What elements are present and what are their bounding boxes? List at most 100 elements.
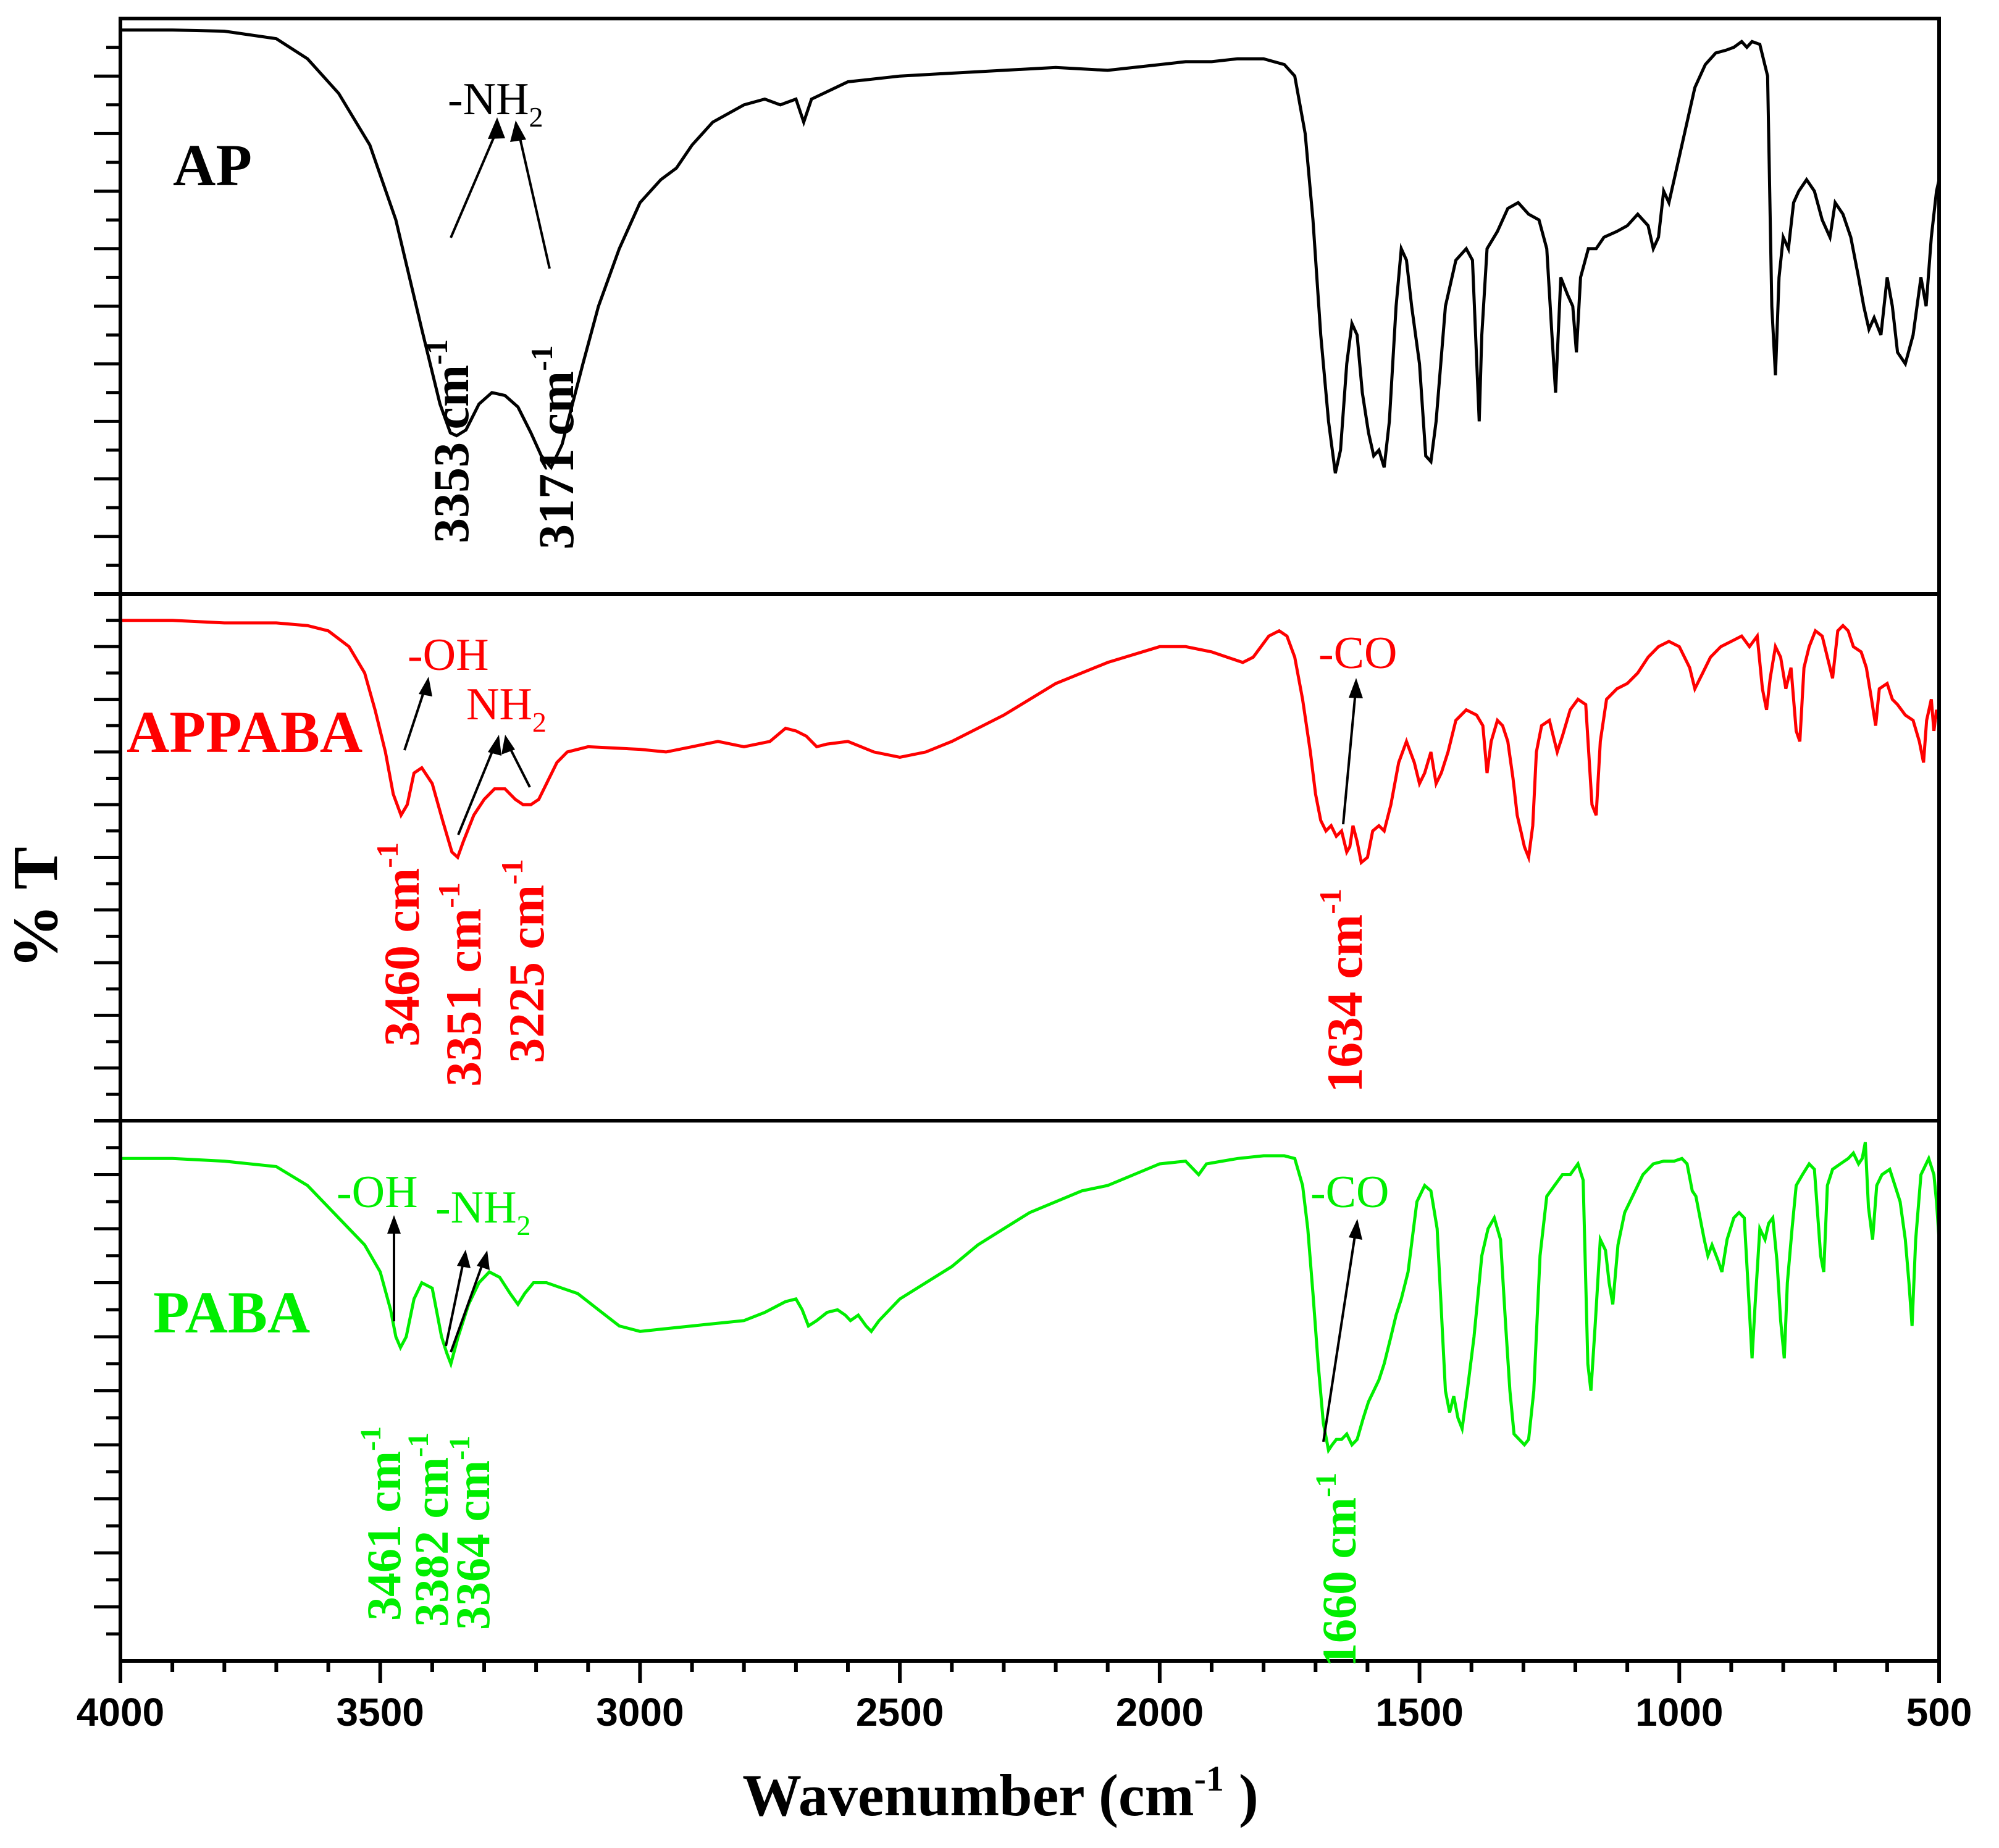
peak-unit: cm [404,1457,458,1519]
peak-unit-space [374,933,430,946]
ap-peak-3171-label: 3171 cm-1 [524,345,584,550]
peak-unit: cm [528,371,584,436]
x-tick-label: 2000 [1116,1690,1204,1734]
paba-arrowhead-oh [387,1215,401,1234]
peak-unit-space [1317,979,1373,992]
ap-annotations: -NH2 3353 cm-1 3171 cm-1 [419,74,584,550]
appaba-arrowhead-oh [419,677,432,696]
appaba-arrow-nh2-b [508,746,531,788]
ap-nh2-label-main: -NH [448,74,529,125]
ap-peak-3353-value: 3353 [423,442,479,543]
ap-nh2-label-sub: 2 [529,101,543,133]
peak-unit-sup: -1 [354,1426,387,1451]
ap-arrow-3171 [518,132,551,269]
x-axis-title-close: ) [1224,1762,1259,1828]
appaba-co-label: -CO [1318,628,1397,679]
appaba-spectrum-line [120,619,1941,866]
paba-co-label: -CO [1310,1167,1389,1218]
peak-unit-sup: -1 [370,842,404,868]
peak-unit: cm [498,885,555,950]
paba-peak-1660-label: 1660 cm-1 [1310,1473,1366,1667]
x-tick-label: 3000 [596,1690,684,1734]
appaba-nh2-label-main: NH [466,679,532,730]
y-ticks [94,46,120,1636]
appaba-peak-3225-value: 3225 [498,962,555,1063]
x-tick-label: 2500 [856,1690,944,1734]
ap-arrow-3353 [450,129,498,238]
paba-peak-3382-value: 3382 [404,1531,458,1627]
peak-unit-sup: -1 [419,339,454,365]
peak-unit: cm [1312,1497,1366,1559]
ap-arrowhead-3171 [510,120,526,142]
appaba-peak-3351-label: 3351 cm-1 [432,882,492,1087]
peak-unit: cm [1317,914,1373,979]
appaba-oh-label: -OH [408,630,489,680]
appaba-arrowhead-nh2-b [501,735,515,755]
peak-unit-space [357,1513,411,1525]
paba-spectrum-line [120,1142,1941,1455]
peak-unit-space [423,430,479,443]
peak-unit-space [1312,1559,1366,1571]
appaba-peak-3351-value: 3351 [435,985,492,1087]
peak-unit: cm [374,868,430,933]
peak-unit-space [528,436,584,449]
paba-peak-3364-label: 3364 cm-1 [443,1436,500,1630]
peak-unit-sup: -1 [1310,1473,1343,1497]
appaba-panel-label: APPABA [127,699,363,765]
x-axis-title: Wavenumber (cm-1 ) [742,1758,1259,1828]
x-tick-label: 4000 [77,1690,164,1734]
paba-arrow-nh2-b [450,1262,484,1353]
series-group [120,28,1941,1455]
appaba-peak-3460-label: 3460 cm-1 [370,842,430,1047]
peak-unit: cm [423,365,479,430]
paba-nh2-label-main: -NH [435,1182,517,1233]
ap-arrowhead-3353 [488,117,505,139]
appaba-nh2-label: NH2 [466,679,547,738]
x-tick-labels: 4000 3500 3000 2500 2000 1500 1000 500 [77,1690,1972,1734]
paba-arrowhead-co [1349,1219,1362,1240]
peak-unit-sup: -1 [432,882,466,908]
peak-unit-space [435,973,492,986]
appaba-arrowhead-nh2-a [488,735,501,756]
x-axis-title-main: Wavenumber (cm [742,1762,1194,1828]
paba-arrow-co [1322,1231,1357,1442]
paba-nh2-label-sub: 2 [517,1210,531,1241]
paba-annotations: -OH -NH2 -CO 3461 cm-1 3382 cm-1 3364 cm… [337,1167,1389,1667]
appaba-arrow-nh2-a [457,746,495,835]
peak-unit-space [498,950,555,963]
paba-peak-3364-value: 3364 [446,1534,500,1630]
x-tick-label: 500 [1906,1690,1972,1734]
appaba-arrow-oh [403,688,426,751]
plot-frame [94,17,1941,1663]
paba-peak-1660-value: 1660 [1312,1571,1366,1667]
x-axis-title-sup: -1 [1194,1758,1224,1799]
paba-oh-label: -OH [337,1167,418,1218]
appaba-arrowhead-co [1349,678,1363,698]
x-ticks [119,1661,1941,1683]
ap-peak-3353-label: 3353 cm-1 [419,339,479,543]
peak-unit-sup: -1 [443,1436,476,1460]
y-axis-title: % T [0,847,71,969]
peak-unit-sup: -1 [524,345,559,371]
paba-peak-3382-label: 3382 cm-1 [402,1432,458,1627]
peak-unit-sup: -1 [1313,888,1347,914]
paba-panel-label: PABA [153,1279,310,1345]
plot-border [119,17,1941,1663]
paba-nh2-label: -NH2 [435,1182,531,1241]
paba-arrowhead-nh2-a [457,1250,471,1268]
paba-peak-3461-value: 3461 [357,1524,411,1621]
x-tick-label: 1500 [1375,1690,1463,1734]
appaba-peak-3225-label: 3225 cm-1 [495,859,555,1063]
appaba-annotations: -OH NH2 -CO 3460 cm-1 3351 cm-1 3225 cm-… [370,628,1397,1093]
x-tick-label: 1000 [1635,1690,1723,1734]
paba-arrowhead-nh2-b [477,1250,490,1270]
ap-nh2-label: -NH2 [448,74,543,133]
peak-unit: cm [435,908,492,973]
ap-peak-3171-value: 3171 [528,448,584,550]
x-tick-label: 3500 [337,1690,424,1734]
peak-unit: cm [446,1460,500,1522]
appaba-nh2-label-sub: 2 [532,706,547,738]
peak-unit-sup: -1 [402,1432,435,1457]
peak-unit-space [446,1522,500,1534]
